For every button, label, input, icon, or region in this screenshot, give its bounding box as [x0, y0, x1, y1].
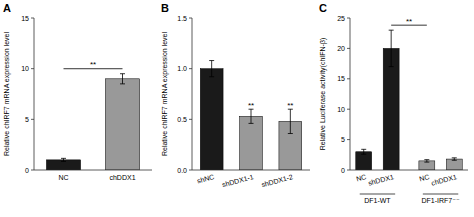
error-cap — [361, 149, 366, 150]
bar — [356, 152, 372, 170]
y-tick-label: 0 — [25, 167, 29, 174]
y-tick — [347, 48, 350, 49]
y-axis — [192, 18, 193, 170]
y-tick — [189, 170, 192, 171]
y-tick-label: 0 — [341, 167, 345, 174]
error-bar — [211, 61, 212, 77]
y-axis — [34, 18, 35, 170]
figure: A Relative chIRF7 mRNA expression level 0 5… — [0, 0, 474, 217]
y-tick-label: 1.5 — [177, 15, 187, 22]
x-axis — [350, 170, 468, 171]
group-label: DF1-IRF7⁻⁻ — [421, 197, 459, 204]
y-tick-label: 25 — [337, 15, 345, 22]
x-tick-label: shDDX1-1 — [221, 173, 254, 188]
y-tick — [189, 68, 192, 69]
plot-area — [46, 74, 139, 170]
y-tick — [31, 170, 34, 171]
error-bar — [391, 30, 392, 66]
x-tick-label: shNC — [196, 173, 215, 184]
y-tick — [347, 18, 350, 19]
x-axis — [34, 170, 152, 171]
bar — [240, 116, 263, 170]
panel: A Relative chIRF7 mRNA expression level 0 5… — [3, 2, 152, 181]
error-bar — [122, 74, 123, 84]
error-cap — [424, 162, 429, 163]
error-cap — [452, 157, 457, 158]
y-tick — [347, 139, 350, 140]
y-tick-label: 1.0 — [177, 65, 187, 72]
group-label: DF1-WT — [364, 197, 391, 204]
error-cap — [209, 60, 214, 61]
bar — [419, 161, 435, 170]
y-axis-label: Relative chIRF7 mRNA expression level — [161, 32, 169, 157]
error-bar — [63, 158, 64, 161]
error-bar — [363, 149, 364, 154]
y-tick-label: 0.5 — [177, 116, 187, 123]
significance-label: ** — [287, 101, 293, 110]
y-tick — [347, 109, 350, 110]
error-cap — [120, 73, 125, 74]
y-tick-label: 10 — [21, 65, 29, 72]
bar — [46, 160, 80, 170]
plot-area — [356, 30, 462, 170]
x-axis — [192, 170, 310, 171]
panel-label: B — [161, 2, 169, 14]
bar — [446, 159, 462, 170]
error-cap — [361, 154, 366, 155]
plot-area — [200, 61, 301, 170]
y-tick-label: 20 — [337, 45, 345, 52]
y-tick-label: 15 — [337, 75, 345, 82]
error-cap — [288, 133, 293, 134]
error-cap — [424, 159, 429, 160]
y-tick-label: 10 — [337, 106, 345, 113]
significance-label: ** — [90, 60, 96, 69]
y-axis-label: Relative Luciferase activity(chIFN-β) — [319, 38, 327, 151]
panel: C Relative Luciferase activity(chIFN-β) 0 5… — [319, 2, 468, 204]
y-tick-label: 15 — [21, 15, 29, 22]
y-axis-label: Relative chIRF7 mRNA expression level — [3, 32, 11, 157]
y-tick — [347, 170, 350, 171]
bar — [383, 48, 399, 170]
y-tick — [31, 119, 34, 120]
y-tick-label: 5 — [25, 116, 29, 123]
error-cap — [249, 123, 254, 124]
x-tick-label: shDDX1-2 — [261, 173, 294, 188]
y-tick — [31, 68, 34, 69]
error-cap — [61, 158, 66, 159]
y-tick — [189, 18, 192, 19]
significance-label: ** — [248, 101, 254, 110]
y-tick — [189, 119, 192, 120]
panel-label: A — [3, 2, 11, 14]
y-tick — [31, 18, 34, 19]
x-tick-label: NC — [419, 173, 431, 182]
group-bracket — [423, 194, 458, 195]
x-tick-label: chDDX1 — [431, 173, 458, 187]
error-cap — [61, 161, 66, 162]
x-tick-label: NC — [355, 173, 367, 182]
y-tick-label: 5 — [341, 136, 345, 143]
x-tick-label: shDDX1 — [367, 173, 394, 187]
y-tick — [347, 78, 350, 79]
significance-label: ** — [406, 17, 412, 26]
y-tick-label: 0.0 — [177, 167, 187, 174]
bar — [105, 79, 139, 170]
panel: B Relative chIRF7 mRNA expression level 0.… — [161, 2, 310, 188]
y-axis — [350, 18, 351, 170]
error-bar — [251, 109, 252, 123]
panel-label: C — [319, 2, 327, 14]
x-tick-label: chDDX1 — [109, 174, 135, 181]
bar — [200, 69, 223, 170]
group-bracket — [360, 194, 395, 195]
error-cap — [389, 30, 394, 31]
error-bar — [290, 109, 291, 133]
error-cap — [389, 66, 394, 67]
error-cap — [209, 76, 214, 77]
error-cap — [452, 160, 457, 161]
x-tick-label: NC — [58, 174, 68, 181]
error-cap — [120, 83, 125, 84]
